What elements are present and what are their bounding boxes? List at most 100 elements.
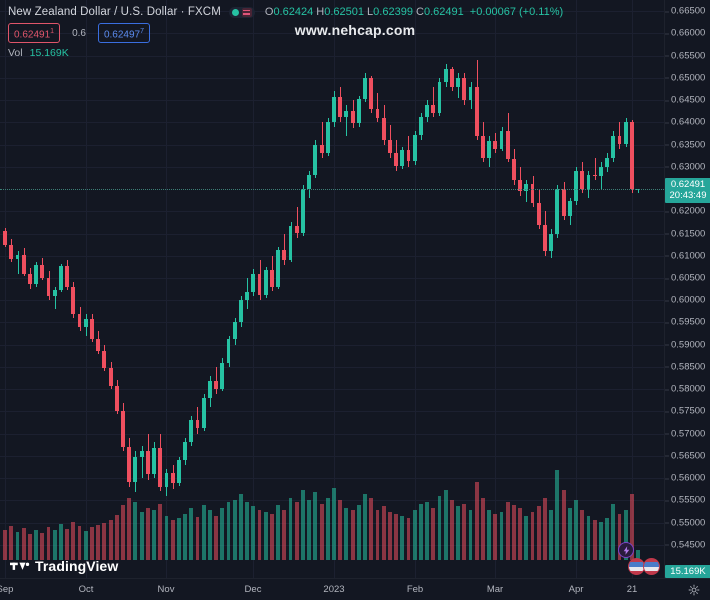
volume-bar [170,520,175,560]
candle-body [512,158,516,181]
volume-bar [574,500,578,560]
time-tick: 21 [626,584,638,595]
candle-body [598,166,603,176]
candle-body [133,456,138,482]
candle-body [561,189,566,216]
candle-body [363,77,367,100]
volume-bar [350,510,355,560]
candle-body [499,131,504,149]
badge-buy-price[interactable]: 0.624977 [97,22,151,44]
volume-bar [145,508,150,560]
candle-body [170,472,175,484]
volume-bar [344,508,349,560]
time-tick: Mar [486,584,504,595]
badge-sell-sup: 1 [50,27,55,35]
candle-body [338,96,343,117]
volume-bar [133,502,138,560]
volume-bar [605,518,609,560]
candle-body [189,420,194,442]
volume-bar [629,494,634,560]
candle-wick [526,180,527,203]
symbol-title[interactable]: New Zealand Dollar / U.S. Dollar · FXCM [8,6,221,18]
grid-line-h [0,55,664,57]
watermark-text: www.nehcap.com [294,22,416,38]
grid-line-v [632,0,633,578]
current-price-badge[interactable]: 0.62491 20:43:49 [665,178,710,204]
lightning-bolt-icon[interactable] [618,542,634,558]
volume-bar [96,525,101,560]
volume-bar [121,505,125,560]
badge-spread[interactable]: 0.6 [72,27,86,39]
candle-body [505,131,510,159]
close-label: C [416,6,424,18]
time-tick: Nov [157,584,175,595]
volume-bar [251,506,256,560]
high-label: H [316,6,325,18]
visibility-toggle-icon[interactable] [228,6,255,18]
price-tick: 0.60500 [664,272,706,284]
volume-bar [176,518,181,560]
candle-body [176,460,181,484]
candle-body [394,153,398,166]
volume-bar [418,504,423,560]
volume-bar [580,510,585,560]
grid-line-v [415,0,416,578]
candle-body [313,144,318,175]
badge-sell-price[interactable]: 0.624911 [8,22,61,44]
time-axis[interactable]: Sep Oct Nov Dec 2023 Feb Mar Apr 21 [0,578,710,600]
price-tick: 0.59000 [664,339,706,351]
candle-body [580,171,585,190]
avatar-stripe-white [629,567,644,571]
volume-bar [598,522,603,560]
price-tick: 0.63000 [664,161,706,173]
candle-body [90,318,94,340]
volume-bar [152,510,156,560]
candle-body [592,174,597,176]
volume-bar [214,516,218,560]
volume-badge: 15.169K [665,565,710,578]
candle-body [307,174,312,190]
volume-bar [530,512,535,560]
candle-body [437,82,442,113]
avatar-stripe-blue [644,562,659,567]
price-tick: 0.54500 [664,539,706,551]
badge-buy-sup: 7 [140,27,145,35]
tradingview-branding[interactable]: TradingView [10,558,118,574]
volume-bar [34,530,39,560]
candle-body [3,231,8,245]
grid-line-h [0,478,664,480]
volume-bar [3,530,8,560]
volume-bar [263,512,268,560]
current-price-value: 0.62491 [670,179,706,191]
chart-pane[interactable] [0,0,664,578]
grid-line-h [0,522,664,524]
candle-body [195,420,200,429]
volume-bar [400,516,405,560]
volume-bar [282,510,287,560]
volume-bar [592,520,597,560]
candle-body [183,441,187,461]
volume-bar [474,482,479,560]
candle-body [96,339,101,351]
low-label: L [367,6,374,18]
price-tick: 0.55500 [664,494,706,506]
volume-bar [487,510,492,560]
volume-bar [499,512,504,560]
candle-wick [595,157,596,181]
volume-bar [623,510,628,560]
candle-wick [377,93,378,123]
candle-wick [638,189,639,194]
candle-body [474,86,479,136]
volume-label[interactable]: Vol [8,47,23,59]
legend-symbol-row: New Zealand Dollar / U.S. Dollar · FXCM … [8,4,563,20]
us-flag-avatar[interactable] [643,558,660,575]
price-axis[interactable]: 0.62491 20:43:49 15.169K 0.66500 0.66000 0… [664,0,710,578]
time-tick: Feb [406,584,424,595]
grid-line-h [0,300,664,302]
series-bars-icon [241,7,252,17]
candle-wick [601,162,602,190]
volume-bar [40,533,45,560]
candle-body [226,339,231,363]
candle-body [108,367,113,386]
gear-icon[interactable] [688,584,700,596]
